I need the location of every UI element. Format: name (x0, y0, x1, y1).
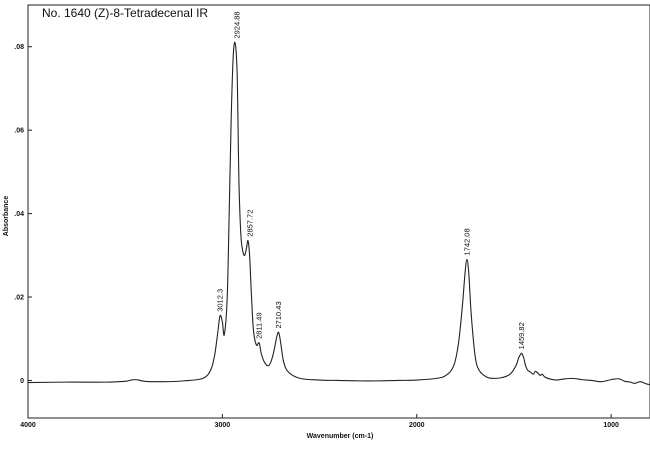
axis-ticks: 0 .02 .04 .06 .08 4000 3000 2000 1000 (14, 44, 619, 429)
chart-title: No. 1640 (Z)-8-Tetradecenal IR (42, 6, 208, 20)
y-tick-label: .08 (14, 44, 24, 51)
peak-label: 1459.82 (517, 322, 526, 349)
x-tick-label: 1000 (603, 422, 619, 429)
peak-label: 2857.72 (246, 210, 255, 237)
x-tick-label: 4000 (20, 422, 36, 429)
x-tick-label: 2000 (409, 422, 425, 429)
peak-label: 2811.49 (255, 312, 264, 339)
peak-label: 1742.08 (462, 228, 471, 255)
y-tick-label: .02 (14, 295, 24, 302)
peak-label: 2710.43 (274, 301, 283, 328)
x-tick-label: 3000 (215, 422, 231, 429)
plot-frame (27, 4, 650, 419)
y-tick-label: .04 (14, 211, 24, 218)
peak-label: 2924.88 (232, 11, 241, 38)
y-axis-label: Absorbance (3, 196, 10, 237)
y-tick-label: .06 (14, 128, 24, 135)
series-layer (27, 41, 650, 386)
peak-label: 3012.3 (215, 289, 224, 312)
peak-annotations: 2924.88 2857.72 3012.3 2811.49 2710.43 1742.0… (215, 11, 526, 349)
spectrum-line (27, 41, 650, 386)
x-axis-label: Wavenumber (cm-1) (307, 433, 374, 440)
y-tick-label: 0 (20, 378, 24, 385)
